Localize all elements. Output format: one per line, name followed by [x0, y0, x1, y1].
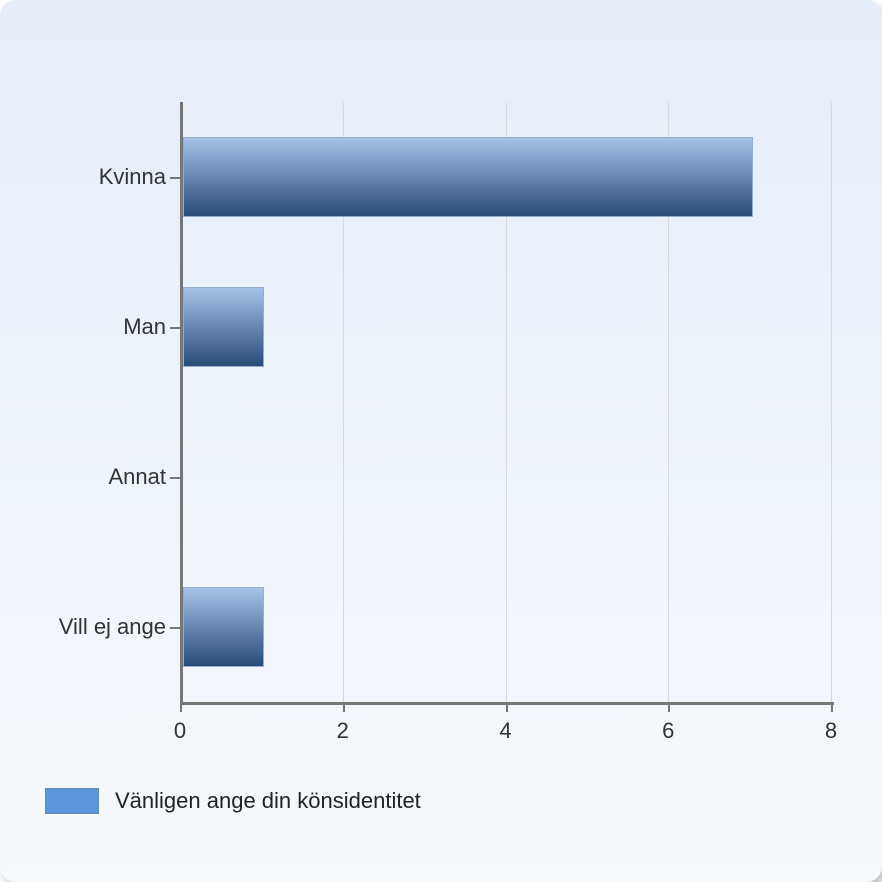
chart-card: Vänligen ange din könsidentitet 0 2 4 6 8 Kvi…: [0, 0, 882, 882]
x-tick: [668, 702, 670, 712]
grid-line: [831, 102, 832, 702]
x-tick: [343, 702, 345, 712]
legend-label: Vänligen ange din könsidentitet: [115, 788, 421, 814]
y-tick: [170, 177, 180, 179]
y-tick-label: Kvinna: [99, 164, 166, 190]
legend: Vänligen ange din könsidentitet: [45, 788, 421, 814]
y-tick-label: Annat: [109, 464, 167, 490]
bar: [183, 287, 264, 367]
x-tick-label: 2: [337, 718, 349, 744]
legend-swatch: [45, 788, 99, 814]
x-tick: [831, 702, 833, 712]
y-tick: [170, 477, 180, 479]
y-tick-label: Man: [123, 314, 166, 340]
bar: [183, 137, 753, 217]
x-tick-label: 4: [499, 718, 511, 744]
x-tick-label: 8: [825, 718, 837, 744]
y-tick-label: Vill ej ange: [59, 614, 166, 640]
y-tick: [170, 327, 180, 329]
x-tick: [180, 702, 182, 712]
bar: [183, 587, 264, 667]
x-tick-label: 0: [174, 718, 186, 744]
y-tick: [170, 627, 180, 629]
x-tick: [506, 702, 508, 712]
x-tick-label: 6: [662, 718, 674, 744]
